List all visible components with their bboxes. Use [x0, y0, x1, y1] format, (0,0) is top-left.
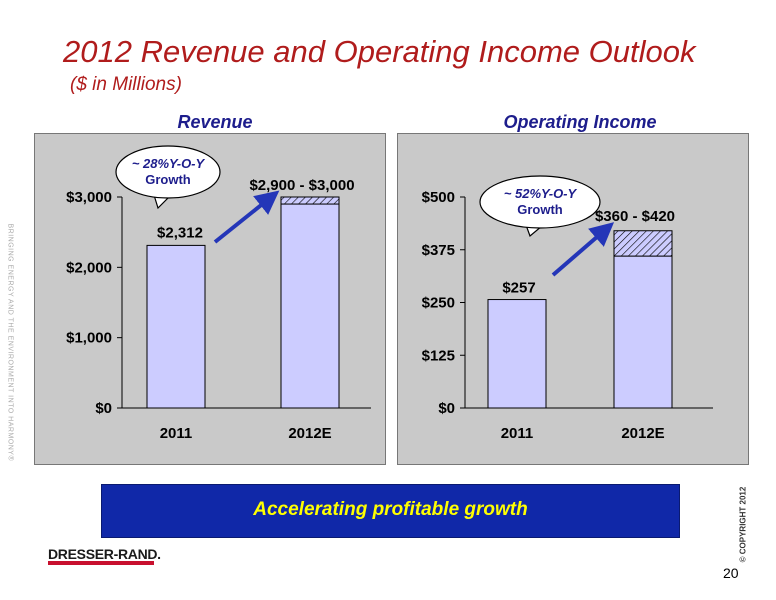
page-number: 20 — [723, 565, 739, 581]
slide-title: 2012 Revenue and Operating Income Outloo… — [63, 34, 696, 69]
y-tick-label: $2,000 — [66, 259, 112, 276]
bar — [487, 299, 547, 409]
x-tick-label: 2011 — [160, 425, 193, 442]
bar — [613, 255, 673, 409]
bar — [146, 244, 206, 409]
banner: Accelerating profitable growth — [101, 484, 680, 538]
callout-text: Growth — [517, 202, 563, 217]
y-tick-label: $375 — [422, 242, 455, 259]
data-label: $2,900 - $3,000 — [249, 177, 354, 194]
callout-join — [155, 192, 170, 197]
callout-text: ~ 28%Y-O-Y — [132, 156, 206, 171]
x-tick-label: 2011 — [501, 425, 534, 442]
banner-text: Accelerating profitable growth — [253, 499, 528, 520]
y-tick-label: $250 — [422, 295, 455, 312]
company-logo: DRESSER-RAND. — [48, 546, 161, 568]
growth-arrow — [213, 190, 280, 244]
bar — [280, 203, 340, 409]
y-tick-label: $3,000 — [66, 189, 112, 206]
revenue-chart: $0 $1,000 $2,000 $3,000 $2,312 2011 $2,900 - $… — [66, 145, 371, 442]
x-tick-label: 2012E — [288, 425, 331, 442]
logo-text: DRESSER-RAND. — [48, 546, 161, 562]
operating-income-panel-title: Operating Income — [503, 112, 657, 132]
data-label: $360 - $420 — [595, 208, 675, 225]
y-tick-label: $1,000 — [66, 330, 112, 347]
callout-join — [527, 222, 542, 227]
data-label: $2,312 — [157, 224, 203, 241]
copyright-text: © COPYRIGHT 2012 — [738, 486, 748, 563]
callout-text: ~ 52%Y-O-Y — [504, 186, 578, 201]
callout-bubble — [479, 175, 601, 229]
y-tick-label: $500 — [422, 189, 455, 206]
logo-bar — [48, 561, 154, 565]
growth-arrow — [551, 222, 615, 277]
callout-bubble — [115, 145, 221, 199]
bar-range — [280, 196, 340, 205]
x-tick-label: 2012E — [621, 425, 664, 442]
y-tick-label: $125 — [422, 347, 455, 364]
slide-subtitle: ($ in Millions) — [70, 74, 182, 95]
bar-range — [613, 230, 673, 257]
callout-text: Growth — [145, 172, 191, 187]
revenue-panel-title: Revenue — [177, 112, 253, 132]
data-label: $257 — [502, 280, 535, 297]
side-tagline: BRINGING ENERGY AND THE ENVIRONMENT INTO… — [6, 223, 14, 462]
y-tick-label: $0 — [95, 400, 112, 417]
operating-income-chart: $0 $125 $250 $375 $500 $257 2011 $360 - $420 201… — [422, 175, 713, 442]
y-tick-label: $0 — [438, 400, 455, 417]
